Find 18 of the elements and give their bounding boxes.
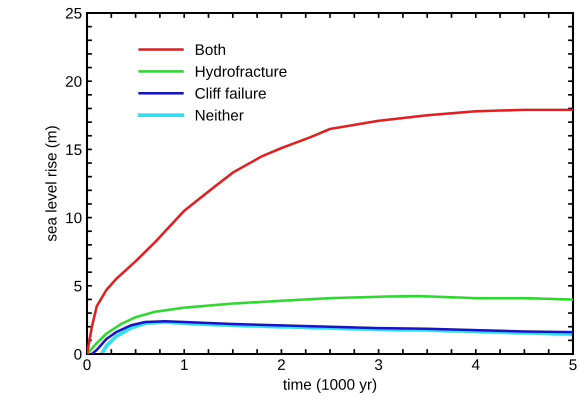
- x-tick-label: 1: [181, 359, 188, 370]
- x-tick-label: 4: [472, 359, 480, 370]
- y-axis-title: sea level rise (m): [45, 126, 60, 242]
- y-tick-label: 20: [66, 76, 82, 87]
- y-tick-label: 0: [74, 348, 82, 360]
- y-tick-label: 25: [66, 8, 82, 19]
- legend-label: Neither: [196, 109, 244, 121]
- x-tick-label: 2: [278, 359, 285, 370]
- x-axis-title: time (1000 yr): [283, 378, 376, 393]
- x-tick-label: 5: [569, 359, 577, 370]
- x-tick-label: 3: [374, 359, 382, 370]
- y-tick-label: 5: [74, 280, 82, 292]
- legend-label: Both: [196, 44, 226, 56]
- y-tick-label: 10: [66, 212, 82, 224]
- legend-label: Hydrofracture: [196, 66, 286, 80]
- x-tick-label: 0: [83, 359, 91, 370]
- y-tick-label: 15: [66, 144, 82, 156]
- legend-label: Cliff failure: [195, 88, 266, 99]
